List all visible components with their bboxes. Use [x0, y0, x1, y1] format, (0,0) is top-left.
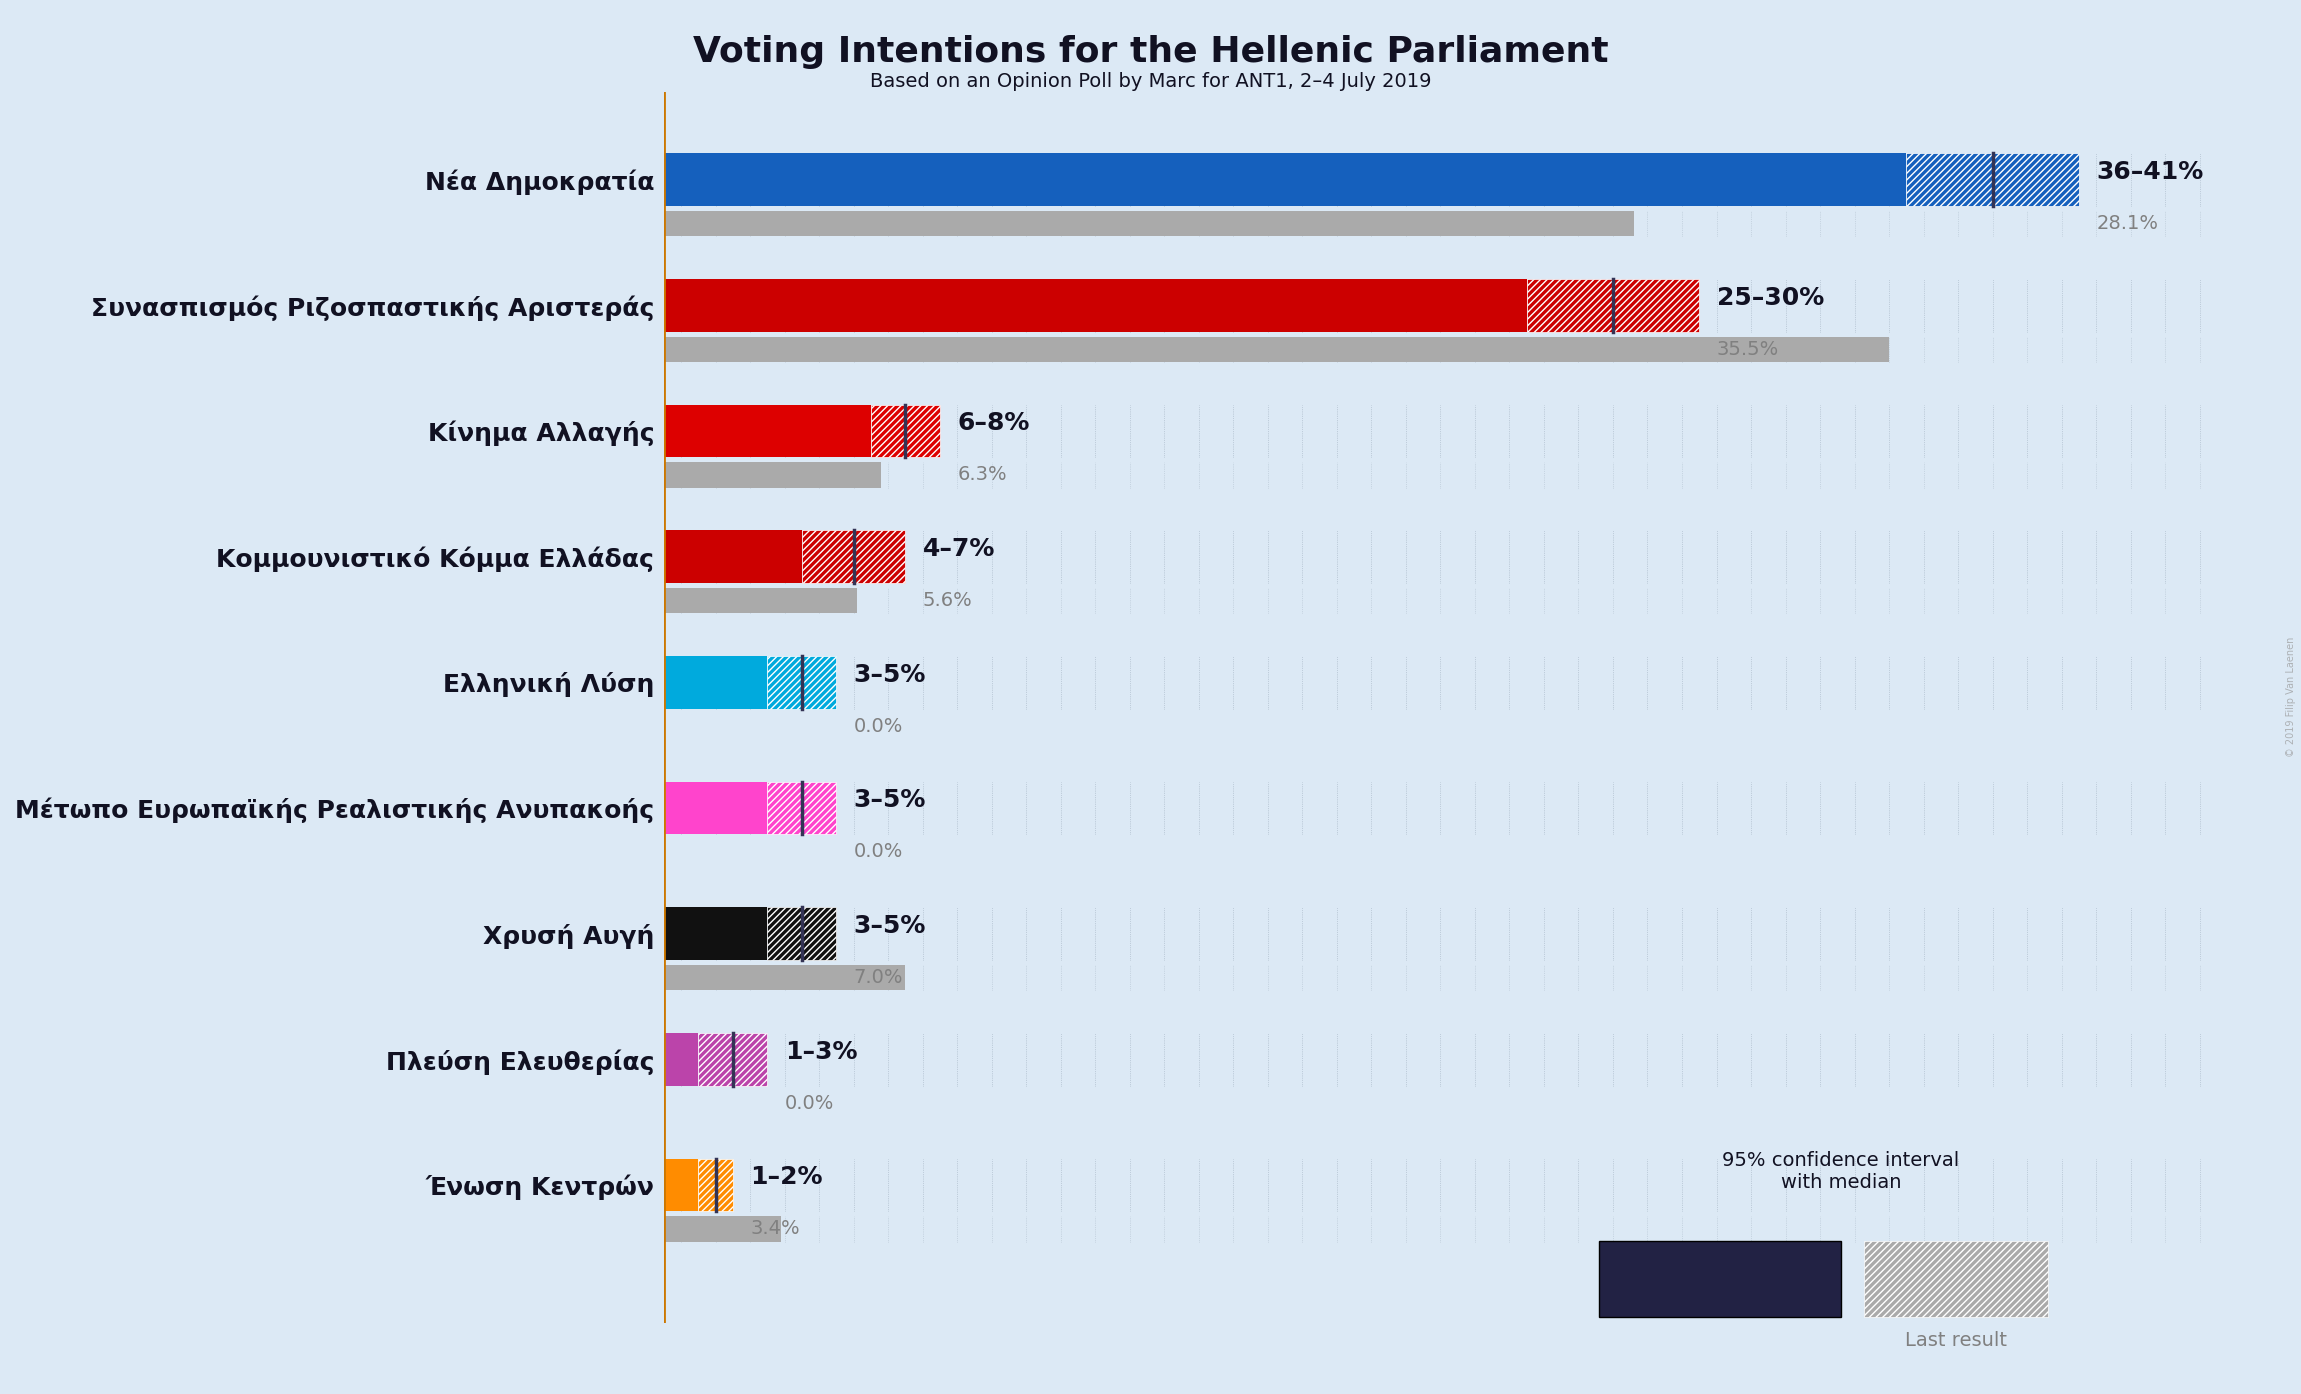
Text: 95% confidence interval
with median: 95% confidence interval with median — [1721, 1151, 1960, 1192]
Text: 1–2%: 1–2% — [750, 1165, 824, 1189]
Text: 36–41%: 36–41% — [2096, 160, 2204, 184]
Bar — [665, 657, 769, 708]
Bar — [1905, 153, 2078, 206]
Text: 35.5%: 35.5% — [1717, 340, 1779, 358]
Bar — [665, 404, 872, 457]
Bar — [872, 404, 939, 457]
Text: © 2019 Filip Van Laenen: © 2019 Filip Van Laenen — [2287, 637, 2296, 757]
Bar — [700, 1033, 769, 1086]
Bar — [665, 1033, 700, 1086]
Text: 5.6%: 5.6% — [923, 591, 973, 611]
Text: Based on an Opinion Poll by Marc for ANT1, 2–4 July 2019: Based on an Opinion Poll by Marc for ANT… — [870, 72, 1431, 92]
Bar — [665, 907, 769, 960]
Text: 3–5%: 3–5% — [854, 789, 925, 813]
Text: 0.0%: 0.0% — [854, 717, 902, 736]
Bar — [665, 463, 881, 488]
Bar — [665, 210, 1634, 236]
Text: 6.3%: 6.3% — [957, 466, 1008, 485]
Bar — [803, 530, 907, 583]
Bar — [769, 907, 838, 960]
Bar — [665, 1217, 782, 1242]
Text: Last result: Last result — [1905, 1331, 2006, 1351]
Text: 4–7%: 4–7% — [923, 537, 994, 562]
Bar — [665, 153, 1905, 206]
Bar — [1526, 279, 1698, 332]
Text: Voting Intentions for the Hellenic Parliament: Voting Intentions for the Hellenic Parli… — [693, 35, 1608, 68]
Bar — [700, 1158, 734, 1211]
Text: 1–3%: 1–3% — [785, 1040, 858, 1064]
Bar — [665, 279, 1526, 332]
Bar — [769, 657, 838, 708]
Text: 25–30%: 25–30% — [1717, 286, 1825, 309]
Bar — [665, 1158, 700, 1211]
Text: 28.1%: 28.1% — [2096, 215, 2158, 233]
Bar — [769, 782, 838, 835]
Bar — [665, 965, 907, 990]
Text: 3–5%: 3–5% — [854, 914, 925, 938]
Bar — [665, 337, 1889, 362]
Text: 3.4%: 3.4% — [750, 1220, 801, 1238]
Text: 6–8%: 6–8% — [957, 411, 1029, 435]
Bar — [665, 530, 803, 583]
Text: 0.0%: 0.0% — [854, 842, 902, 861]
Text: 3–5%: 3–5% — [854, 662, 925, 687]
Bar — [665, 588, 858, 613]
Text: 0.0%: 0.0% — [785, 1094, 833, 1112]
Text: 7.0%: 7.0% — [854, 969, 904, 987]
Bar — [665, 782, 769, 835]
